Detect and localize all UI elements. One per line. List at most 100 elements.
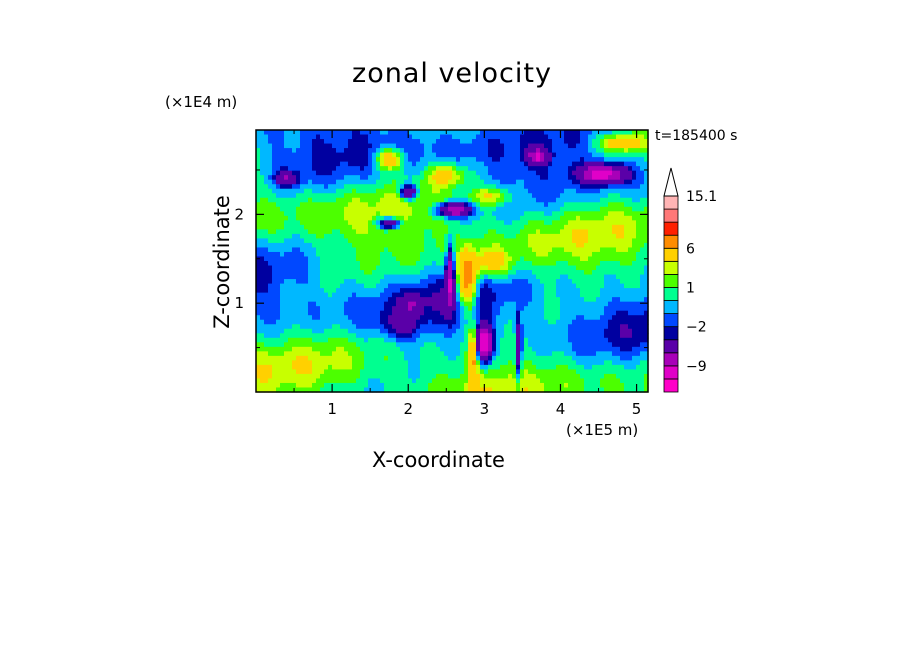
field-cell xyxy=(560,364,565,371)
field-cell xyxy=(456,270,461,276)
field-cell xyxy=(516,301,521,307)
field-cell xyxy=(392,130,397,136)
field-cell xyxy=(412,166,417,172)
field-cell xyxy=(596,188,601,194)
field-cell xyxy=(540,197,545,203)
field-cell xyxy=(376,188,381,194)
field-cell xyxy=(532,206,537,212)
field-cell xyxy=(356,134,361,140)
field-cell xyxy=(548,378,553,384)
field-cell xyxy=(308,387,313,393)
field-cell xyxy=(484,238,489,244)
field-cell xyxy=(572,224,577,230)
field-cell xyxy=(460,315,465,321)
field-cell xyxy=(296,283,301,289)
field-cell xyxy=(396,188,401,194)
field-cell xyxy=(400,382,405,389)
field-cell xyxy=(456,175,461,181)
field-cell xyxy=(288,387,293,393)
field-cell xyxy=(308,355,313,361)
field-cell xyxy=(512,179,517,185)
field-cell xyxy=(312,364,317,371)
field-cell xyxy=(416,148,421,154)
field-cell xyxy=(380,297,385,303)
field-cell xyxy=(528,306,533,312)
field-cell xyxy=(500,373,505,380)
field-cell xyxy=(444,373,449,380)
field-cell xyxy=(372,373,377,380)
field-cell xyxy=(336,170,341,176)
field-cell xyxy=(332,211,337,217)
field-cell xyxy=(348,306,353,312)
field-cell xyxy=(548,288,553,294)
field-cell xyxy=(508,328,513,334)
field-cell xyxy=(468,279,473,285)
field-cell xyxy=(332,288,337,294)
field-cell xyxy=(476,324,481,330)
field-cell xyxy=(464,315,469,321)
field-cell xyxy=(568,215,573,221)
field-cell xyxy=(476,346,481,352)
field-cell xyxy=(400,387,405,393)
field-cell xyxy=(508,346,513,352)
field-cell xyxy=(592,364,597,371)
field-cell xyxy=(392,337,397,343)
field-cell xyxy=(416,337,421,343)
field-cell xyxy=(372,301,377,307)
field-cell xyxy=(552,188,557,194)
field-cell xyxy=(536,387,541,393)
field-cell xyxy=(556,148,561,154)
field-cell xyxy=(272,369,277,375)
field-cell xyxy=(436,152,441,158)
field-cell xyxy=(340,161,345,167)
field-cell xyxy=(360,220,365,226)
field-cell xyxy=(308,242,313,249)
field-cell xyxy=(264,310,269,316)
field-cell xyxy=(284,197,289,203)
field-cell xyxy=(288,333,293,339)
field-cell xyxy=(256,143,261,149)
field-cell xyxy=(364,265,369,271)
field-cell xyxy=(444,310,449,316)
field-cell xyxy=(428,310,433,316)
field-cell xyxy=(432,342,437,348)
field-cell xyxy=(408,382,413,389)
field-cell xyxy=(528,319,533,325)
field-cell xyxy=(432,130,437,136)
field-cell xyxy=(424,148,429,154)
field-cell xyxy=(584,279,589,285)
field-cell xyxy=(316,157,321,163)
field-cell xyxy=(552,148,557,154)
field-cell xyxy=(492,387,497,393)
field-cell xyxy=(348,360,353,366)
field-cell xyxy=(364,333,369,339)
field-cell xyxy=(348,161,353,167)
field-cell xyxy=(588,229,593,235)
field-cell xyxy=(408,170,413,176)
field-cell xyxy=(452,170,457,176)
field-cell xyxy=(428,274,433,280)
field-cell xyxy=(408,152,413,158)
field-cell xyxy=(404,197,409,203)
field-cell xyxy=(512,274,517,280)
field-cell xyxy=(468,378,473,384)
field-cell xyxy=(496,328,501,334)
field-cell xyxy=(284,288,289,294)
field-cell xyxy=(496,346,501,352)
field-cell xyxy=(584,310,589,316)
field-cell xyxy=(272,292,277,298)
field-cell xyxy=(264,261,269,267)
field-cell xyxy=(312,328,317,334)
field-cell xyxy=(328,274,333,280)
field-cell xyxy=(340,270,345,276)
field-cell xyxy=(528,315,533,321)
field-cell xyxy=(520,188,525,194)
field-cell xyxy=(544,342,549,348)
field-cell xyxy=(388,360,393,366)
field-cell xyxy=(260,184,265,190)
field-cell xyxy=(508,166,513,172)
field-cell xyxy=(416,242,421,249)
field-cell xyxy=(260,170,265,176)
field-cell xyxy=(428,346,433,352)
field-cell xyxy=(576,270,581,276)
